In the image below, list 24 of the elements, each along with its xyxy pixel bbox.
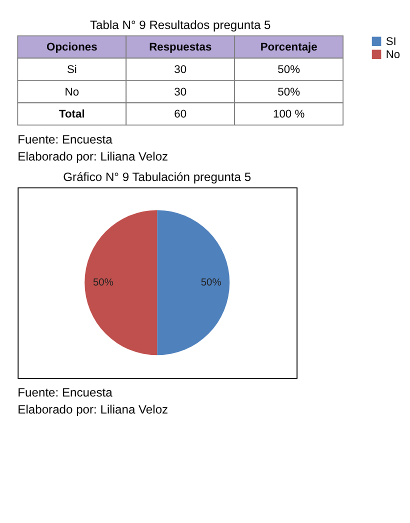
text: Gráfico N° 9 Tabulación pregunta 5 bbox=[63, 170, 252, 184]
source-note: Fuente: Encuesta bbox=[18, 132, 113, 147]
pie-slice bbox=[157, 210, 230, 356]
text: Si bbox=[66, 64, 77, 76]
text: Elaborado por: Liliana Veloz bbox=[18, 402, 168, 416]
text: Total bbox=[59, 108, 85, 121]
data-label: 50% bbox=[200, 277, 222, 288]
text: 100 % bbox=[273, 108, 305, 121]
legend-label: SI bbox=[386, 36, 396, 48]
text: 30 bbox=[174, 64, 187, 76]
text: Tabla N° 9 Resultados pregunta 5 bbox=[90, 18, 272, 32]
text: Elaborado por: Liliana Veloz bbox=[18, 149, 168, 164]
category-label: Respuestas bbox=[149, 42, 212, 54]
data-label: 50% bbox=[92, 277, 114, 288]
category-label: Porcentaje bbox=[260, 42, 318, 54]
legend-label: No bbox=[386, 49, 400, 62]
text: 60 bbox=[174, 108, 187, 121]
text: 30 bbox=[174, 86, 187, 98]
pie-slice bbox=[84, 210, 158, 356]
text: 50% bbox=[278, 86, 300, 98]
source-note: Fuente: Encuesta bbox=[18, 386, 113, 400]
category-label: Opciones bbox=[46, 42, 98, 54]
text: 50% bbox=[278, 64, 300, 76]
text: No bbox=[64, 86, 80, 98]
